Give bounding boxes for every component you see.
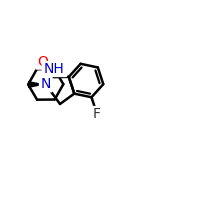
Text: F: F <box>93 107 101 121</box>
Text: N: N <box>41 77 51 91</box>
Text: O: O <box>37 55 48 69</box>
Text: NH: NH <box>44 62 65 76</box>
Polygon shape <box>28 81 46 88</box>
Text: NH: NH <box>43 62 66 76</box>
Text: O: O <box>37 55 48 69</box>
Text: N: N <box>40 77 52 91</box>
Text: F: F <box>92 107 102 121</box>
